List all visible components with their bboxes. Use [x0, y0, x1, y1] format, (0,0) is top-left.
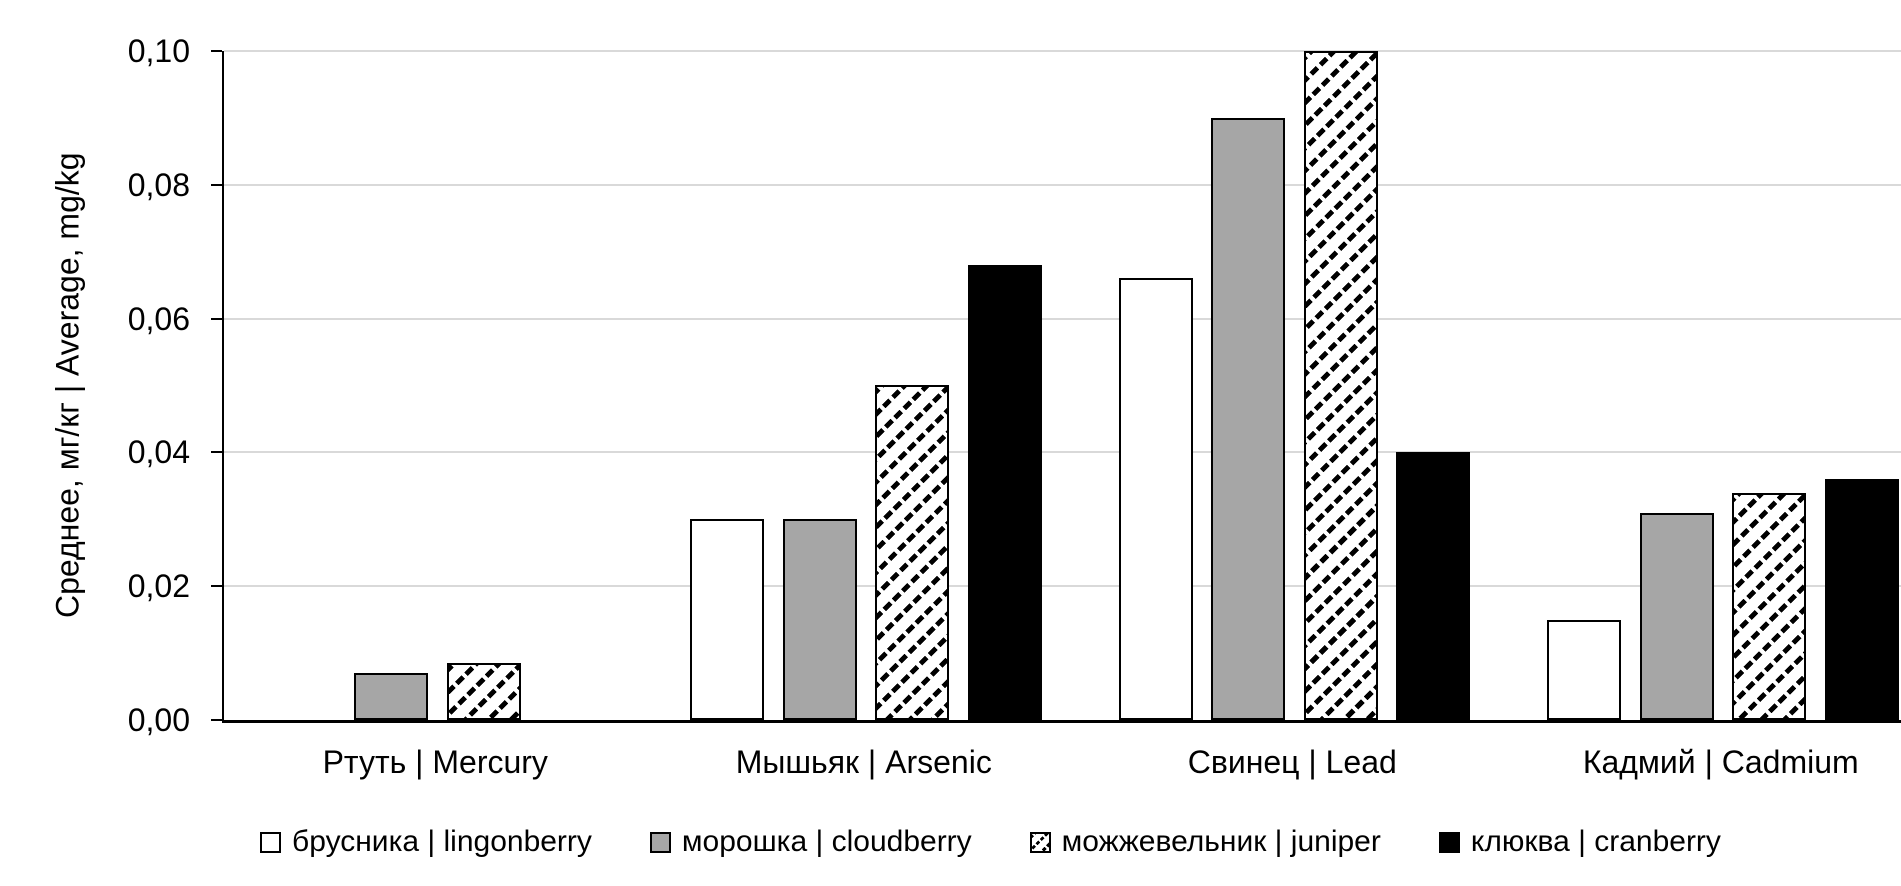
bar-Свинец | Lead-можжевельник | juniper [1303, 51, 1378, 720]
y-tick-mark-0,00 [211, 719, 222, 721]
bar-Ртуть | Mercury-можжевельник | juniper [446, 663, 521, 720]
x-axis-label-Мышьяк | Arsenic: Мышьяк | Arsenic [735, 744, 992, 780]
y-tick-mark-0,08 [211, 183, 222, 186]
bar-Свинец | Lead-клюква | cranberry [1396, 452, 1470, 720]
gridline-0,10 [224, 50, 1901, 52]
bar-chart: Среднее, мг/кг | Average, mg/kg 0,00 0,02… [40, 16, 1901, 870]
y-tick-mark-0,10 [211, 50, 222, 52]
legend-swatch-gray-icon [649, 831, 671, 853]
legend: брусника | lingonberry морошка | cloudber… [40, 819, 1901, 865]
legend-swatch-white-icon [260, 831, 282, 853]
bar-Кадмий | Cadmium-можжевельник | juniper [1732, 493, 1806, 720]
legend-item-можжевельник | juniper: можжевельник | juniper [1029, 824, 1381, 860]
bar-Мышьяк | Arsenic-клюква | cranberry [967, 265, 1042, 720]
x-axis-label-Свинец | Lead: Свинец | Lead [1187, 744, 1397, 780]
gridline-0,04 [224, 451, 1901, 454]
legend-item-морошка | cloudberry: морошка | cloudberry [649, 824, 972, 860]
legend-label: морошка | cloudberry [681, 825, 972, 858]
gridline-0,08 [224, 183, 1901, 186]
legend-swatch-black-icon [1438, 831, 1460, 853]
bar-Кадмий | Cadmium-клюква | cranberry [1824, 479, 1899, 720]
y-tick-label-0,00: 0,00 [127, 702, 190, 738]
legend-label: брусника | lingonberry [292, 825, 592, 858]
bar-Свинец | Lead-брусника | lingonberry [1118, 278, 1193, 720]
y-tick-label-0,06: 0,06 [127, 300, 190, 337]
x-axis-label-Кадмий | Cadmium: Кадмий | Cadmium [1582, 744, 1859, 780]
y-tick-label-0,04: 0,04 [127, 434, 190, 471]
bar-Мышьяк | Arsenic-морошка | cloudberry [782, 519, 857, 720]
x-axis-label-Ртуть | Mercury: Ртуть | Mercury [322, 744, 548, 780]
legend-label: клюква | cranberry [1470, 825, 1721, 858]
bar-Кадмий | Cadmium-брусника | lingonberry [1547, 620, 1621, 720]
y-tick-label-0,10: 0,10 [127, 33, 190, 69]
bar-Кадмий | Cadmium-морошка | cloudberry [1639, 513, 1714, 720]
x-axis-labels: Ртуть | Mercury Мышьяк | Arsenic Свинец | … [40, 742, 1901, 786]
y-tick-label-0,08: 0,08 [127, 166, 190, 203]
legend-item-брусника | lingonberry: брусника | lingonberry [260, 824, 592, 860]
y-tick-mark-0,06 [211, 317, 222, 320]
plot-area: 0,00 0,02 0,04 0,06 0,08 0,10 [128, 33, 1901, 738]
legend-label: можжевельник | juniper [1061, 825, 1381, 858]
bar-Свинец | Lead-морошка | cloudberry [1211, 118, 1285, 720]
bar-Ртуть | Mercury-морошка | cloudberry [354, 673, 428, 720]
bar-Мышьяк | Arsenic-брусника | lingonberry [690, 519, 764, 720]
legend-item-клюква | cranberry: клюква | cranberry [1438, 824, 1721, 860]
y-tick-mark-0,04 [211, 451, 222, 454]
bar-Мышьяк | Arsenic-можжевельник | juniper [875, 385, 949, 720]
y-tick-label-0,02: 0,02 [127, 568, 190, 605]
legend-swatch-hatch-icon [1029, 831, 1051, 853]
y-axis-title: Среднее, мг/кг | Average, mg/kg [49, 152, 86, 619]
y-tick-mark-0,02 [211, 585, 222, 588]
gridline-0,02 [224, 585, 1901, 588]
gridline-0,06 [224, 317, 1901, 320]
